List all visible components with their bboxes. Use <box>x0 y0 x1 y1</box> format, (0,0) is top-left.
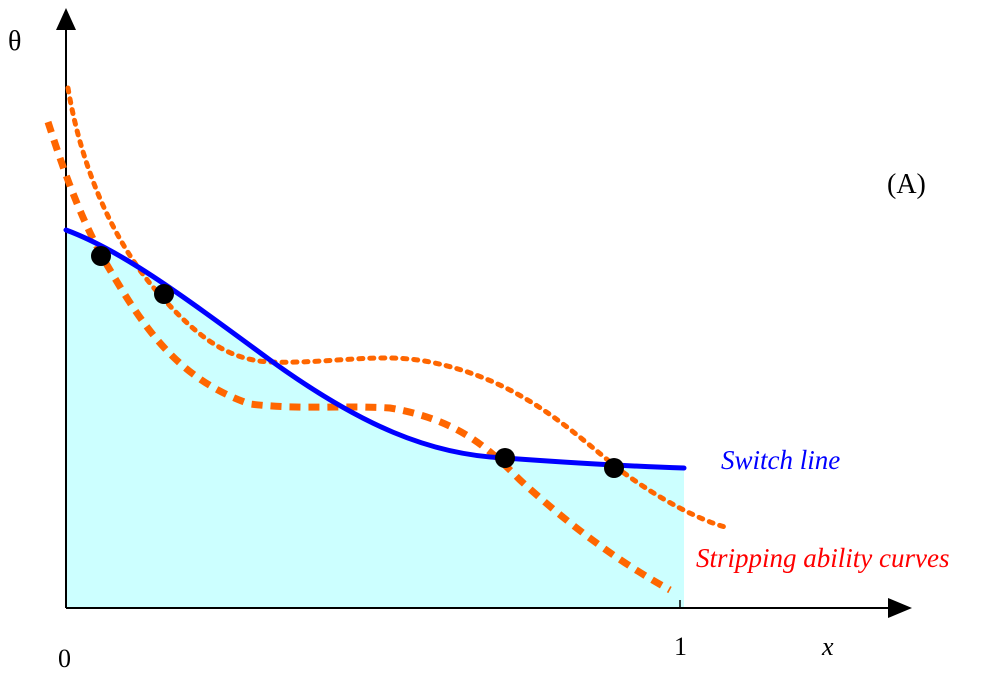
intersection-point-2 <box>154 284 174 304</box>
intersection-point-3 <box>495 448 515 468</box>
y-axis-arrowhead <box>56 8 76 30</box>
switch-line-label: Switch line <box>721 445 840 475</box>
switch-line-curve <box>63 227 687 471</box>
stripping-curve-lower <box>44 120 672 594</box>
intersection-point-4 <box>604 458 624 478</box>
x-axis-label: x <box>821 632 834 661</box>
panel-label: (A) <box>887 169 926 200</box>
origin-label: 0 <box>58 644 71 673</box>
intersection-point-1 <box>91 246 111 266</box>
y-axis-label: θ <box>8 26 21 57</box>
stripping-curve-upper <box>65 85 728 530</box>
x-max-label: 1 <box>674 632 687 661</box>
stripping-curves-label: Stripping ability curves <box>696 543 949 573</box>
x-axis-arrowhead <box>888 598 912 618</box>
